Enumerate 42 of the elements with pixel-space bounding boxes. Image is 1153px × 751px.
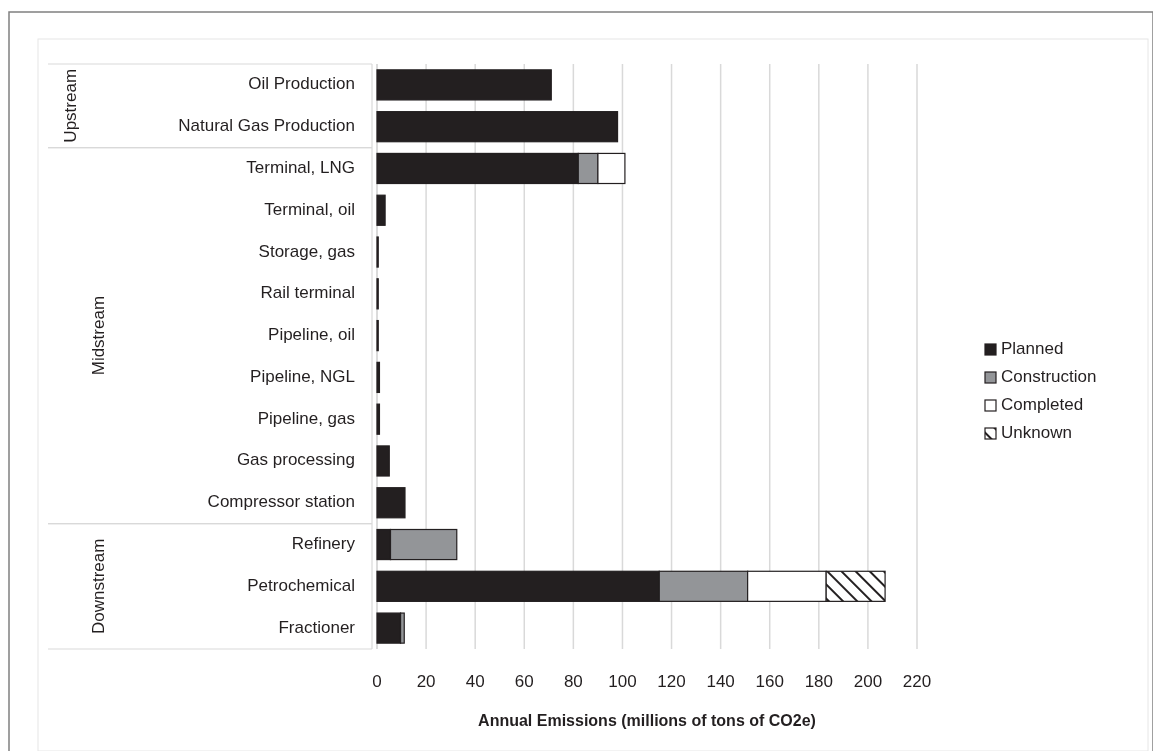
x-tick-label: 40: [465, 672, 485, 691]
bar: [376, 361, 381, 394]
bar: [376, 612, 402, 644]
y-tick-label: Oil Production: [248, 74, 355, 94]
bar: [376, 445, 390, 477]
legend-label: Unknown: [1001, 423, 1072, 443]
bar: [376, 487, 406, 519]
x-axis-title: Annual Emissions (millions of tons of CO2e): [478, 712, 816, 729]
x-tick-label: 220: [902, 672, 932, 691]
y-tick-label: Fractioner: [278, 617, 356, 637]
legend-label: Planned: [1001, 339, 1064, 359]
text: Midstream: [89, 295, 109, 376]
legend-label: Construction: [1001, 367, 1097, 387]
x-tick-label: 0: [372, 672, 382, 691]
x-tick-label: 140: [706, 672, 735, 691]
y-tick-label: Petrochemical: [247, 575, 355, 595]
text: Downstream: [89, 538, 109, 635]
x-tick-label: 120: [657, 672, 686, 691]
y-tick-label: Refinery: [291, 534, 356, 554]
text: Upstream: [61, 68, 81, 143]
y-tick-label: Pipeline, gas: [257, 408, 355, 428]
y-tick-label: Gas processing: [236, 450, 355, 470]
y-tick-label: Pipeline, oil: [268, 325, 355, 345]
y-tick-label: Compressor station: [207, 492, 355, 512]
x-tick-label: 80: [563, 672, 583, 691]
y-tick-label: Pipeline, NGL: [250, 366, 355, 386]
x-tick-label: 180: [804, 672, 834, 691]
x-tick-label: 100: [608, 672, 637, 691]
x-tick-label: 20: [416, 672, 436, 691]
y-tick-label: Terminal, LNG: [246, 157, 355, 177]
bar: [376, 194, 386, 226]
bar: [376, 69, 552, 101]
y-tick-label: Natural Gas Production: [178, 116, 355, 136]
legend-label: Completed: [1001, 395, 1084, 415]
y-tick-label: Rail terminal: [260, 283, 355, 303]
x-tick-label: 60: [514, 672, 534, 691]
x-tick-label: 160: [755, 672, 784, 691]
x-tick-label: 200: [853, 672, 883, 691]
bar: [376, 111, 619, 143]
bar: [376, 403, 381, 435]
y-tick-label: Storage, gas: [258, 241, 355, 261]
y-tick-label: Terminal, oil: [264, 199, 355, 219]
